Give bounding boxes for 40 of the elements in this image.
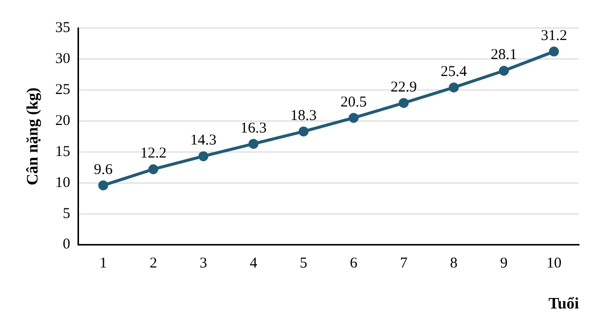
y-tick-label: 20 [55,112,70,129]
x-tick-label: 5 [300,256,308,272]
data-label: 9.6 [94,162,114,178]
y-axis-title: Cân nặng (kg) [24,87,42,186]
x-tick-label: 9 [500,256,508,272]
data-label: 31.2 [540,28,568,44]
y-tick-label: 0 [62,236,70,253]
data-label: 16.3 [240,120,267,136]
y-tick-label: 35 [55,20,70,36]
x-tick-label: 4 [250,256,258,272]
x-tick-label: 8 [450,256,458,272]
data-label: 22.9 [390,79,417,96]
x-tick-label: 3 [200,256,208,272]
y-tick-label: 30 [55,50,70,67]
point [148,164,158,174]
point [498,66,509,76]
y-tick-label: 25 [55,82,70,98]
data-label: 18.3 [290,108,317,124]
data-label: 20.5 [340,94,367,110]
data-label: 28.1 [490,47,518,64]
y-tick-label: 5 [62,206,70,222]
point [348,112,359,123]
point [548,46,559,57]
point [398,98,409,108]
x-tick-label: 6 [350,256,358,272]
data-label: 12.2 [140,146,166,162]
data-label: 25.4 [440,64,468,80]
point [448,82,459,92]
x-tick-label: 1 [99,256,107,272]
x-tick-label: 10 [546,256,562,272]
x-tick-label: 2 [150,256,158,272]
point [298,126,309,136]
y-tick-label: 10 [55,174,70,191]
point [198,151,208,162]
x-tick-label: 7 [400,256,408,272]
point [248,138,258,149]
x-axis-title: Tuổi [548,296,580,313]
y-tick-label: 15 [55,144,70,160]
point [98,180,108,190]
data-label: 14.3 [190,132,217,149]
